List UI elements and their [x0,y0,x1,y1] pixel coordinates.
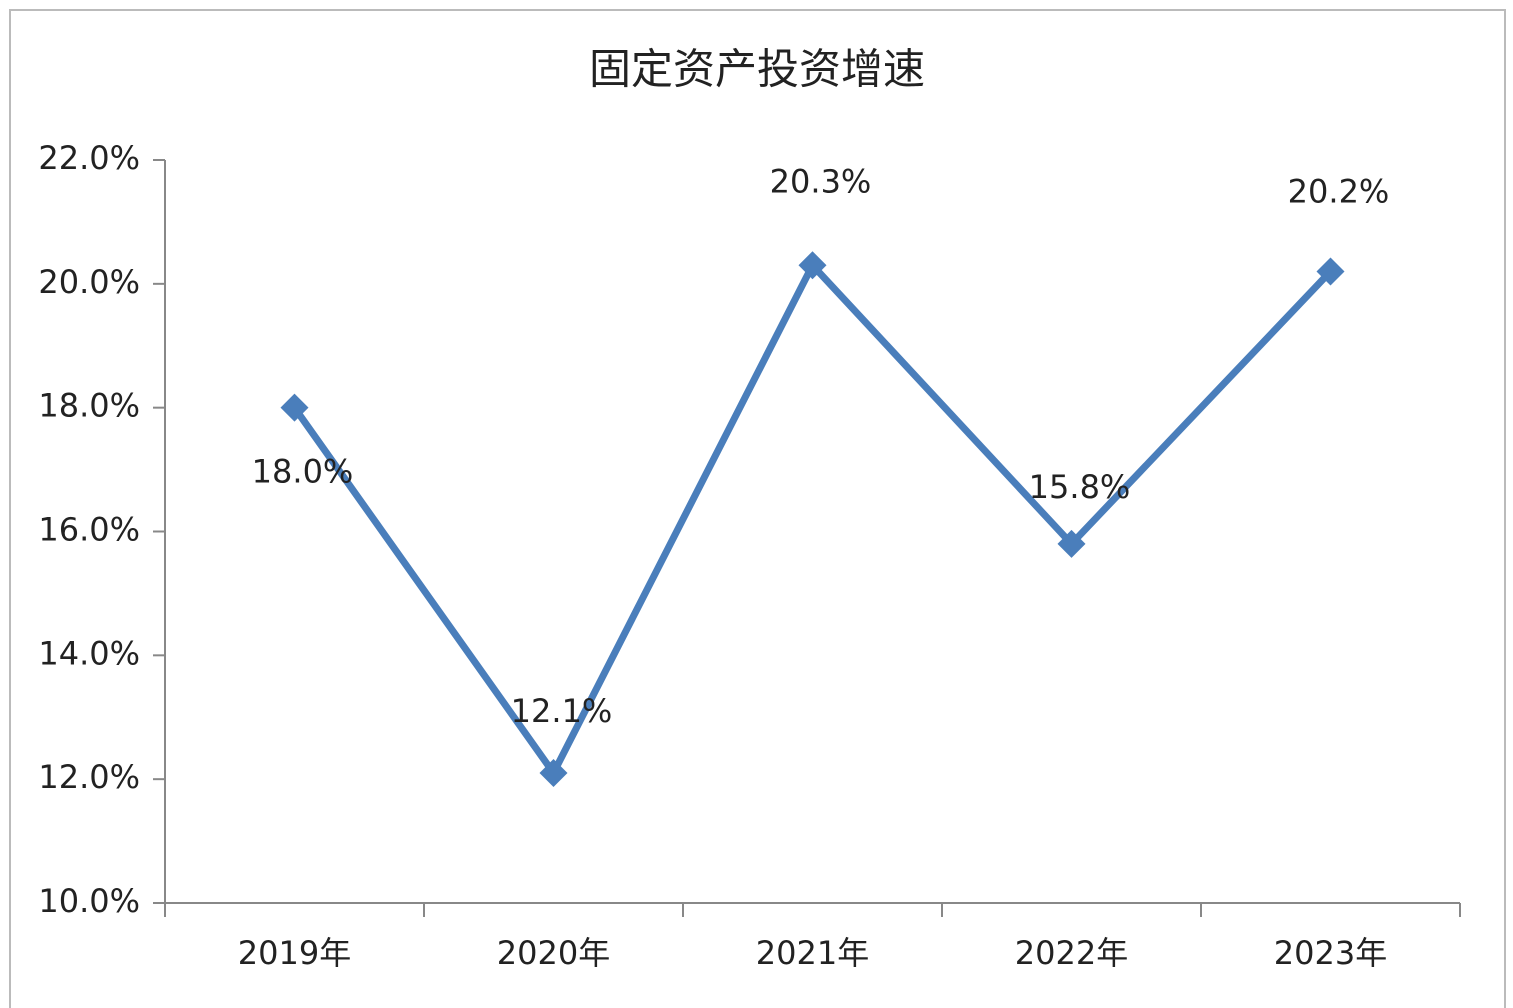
data-marker [798,251,827,280]
y-tick-label: 14.0% [38,634,140,672]
data-marker [280,393,309,422]
y-tick-label: 22.0% [38,139,140,177]
data-marker [1316,257,1345,286]
data-marker [539,758,568,787]
y-tick-label: 12.0% [38,758,140,796]
data-label: 18.0% [252,453,354,491]
y-tick-label: 16.0% [38,511,140,549]
x-tick-label: 2022年 [1015,934,1128,972]
x-tick-label: 2019年 [238,934,351,972]
chart-title: 固定资产投资增速 [589,45,925,94]
data-marker [1057,529,1086,558]
data-label: 20.3% [770,162,872,200]
chart-frame [9,9,1506,1008]
y-tick-label: 10.0% [38,882,140,920]
y-tick-label: 18.0% [38,387,140,425]
data-label: 20.2% [1288,172,1390,210]
x-tick-label: 2021年 [756,934,869,972]
x-tick-label: 2023年 [1274,934,1387,972]
data-label: 15.8% [1029,468,1131,506]
x-tick-label: 2020年 [497,934,610,972]
y-tick-label: 20.0% [38,263,140,301]
data-label: 12.1% [511,692,613,730]
